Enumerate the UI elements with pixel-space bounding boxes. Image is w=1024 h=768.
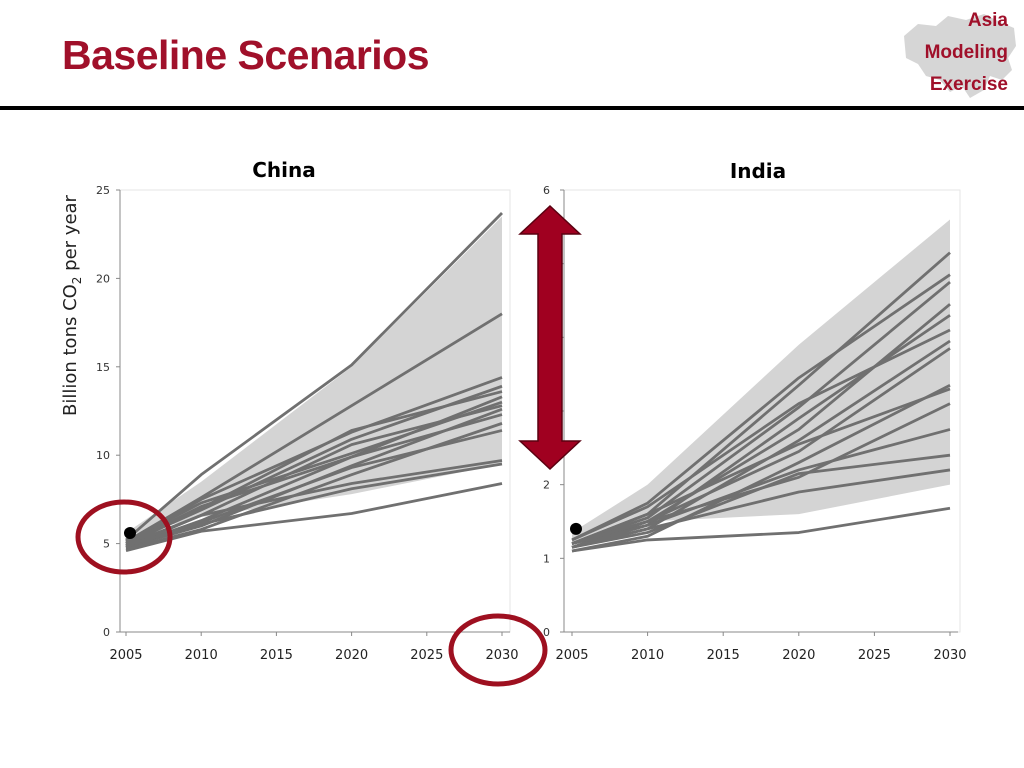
china-x-tick-label-2020: 2020 <box>335 648 368 663</box>
logo-line-exercise: Exercise <box>929 74 1008 95</box>
india-x-tick-label-2025: 2025 <box>858 648 891 663</box>
china-y-tick-label-10: 10 <box>96 449 110 462</box>
china-x-tick-label-2030: 2030 <box>485 648 518 663</box>
india-x-tick-label-2015: 2015 <box>707 648 740 663</box>
india-y-tick-label-0: 0 <box>543 626 550 639</box>
china-scenario-line-10 <box>125 413 503 545</box>
china-scenario-line-15 <box>125 482 503 553</box>
china-y-tick-label-5: 5 <box>103 538 110 551</box>
india-chart: India 0 1 2 6 2005 2010 2015 2020 2025 2030 <box>543 159 967 663</box>
india-scenario-line-10 <box>571 387 951 545</box>
china-scenario-line-13 <box>125 459 503 549</box>
circle-china-2005-point <box>75 499 173 575</box>
india-historical-2005-point <box>570 522 582 535</box>
india-scenario-line-12 <box>571 453 951 549</box>
asia-map-icon <box>904 14 1016 98</box>
india-scenario-line-13 <box>571 402 951 545</box>
india-y-tick-label-6: 6 <box>543 184 550 197</box>
india-x-tick-label-2005: 2005 <box>555 648 588 663</box>
circle-2030-tick <box>448 613 548 687</box>
india-scenario-range-band <box>572 219 950 544</box>
china-y-tick-label-20: 20 <box>96 272 110 285</box>
asia-modeling-exercise-logo: Asia Modeling Exercise <box>896 6 1020 104</box>
title-divider <box>0 106 1024 110</box>
china-y-tick-label-25: 25 <box>96 184 110 197</box>
china-y-axis-label: Billion tons CO2 per year <box>60 194 84 416</box>
china-y-tick-label-0: 0 <box>103 626 110 639</box>
india-y-tick-label-1: 1 <box>543 552 550 565</box>
logo-line-asia: Asia <box>967 10 1008 31</box>
china-y-tick-label-15: 15 <box>96 361 110 374</box>
logo-line-modeling: Modeling <box>924 42 1008 63</box>
china-x-tick-label-2010: 2010 <box>185 648 218 663</box>
china-x-tick-label-2025: 2025 <box>410 648 443 663</box>
china-chart: China Billion tons CO2 per year 0 5 10 15 20… <box>60 158 519 663</box>
india-x-tick-label-2010: 2010 <box>631 648 664 663</box>
china-historical-2005-point <box>124 526 136 539</box>
china-scenario-line-5 <box>125 390 503 547</box>
india-scenario-line-11 <box>571 428 951 549</box>
annotations-layer <box>75 204 582 687</box>
china-scenario-line-1 <box>125 211 503 542</box>
china-chart-title: China <box>252 158 316 182</box>
india-x-tick-label-2030: 2030 <box>933 648 966 663</box>
vertical-red-double-arrow <box>518 204 582 471</box>
page-title: Baseline Scenarios <box>62 32 430 78</box>
china-x-tick-label-2005: 2005 <box>109 648 142 663</box>
india-y-tick-label-2: 2 <box>543 479 550 492</box>
india-scenario-line-2 <box>571 273 951 542</box>
india-x-tick-label-2020: 2020 <box>782 648 815 663</box>
india-scenario-line-15 <box>571 506 951 553</box>
china-x-tick-label-2015: 2015 <box>260 648 293 663</box>
india-scenario-line-3 <box>571 281 951 545</box>
india-scenario-line-14 <box>571 468 951 549</box>
india-chart-title: India <box>730 159 786 183</box>
india-scenario-line-6 <box>571 328 951 542</box>
china-scenario-line-14 <box>125 462 503 547</box>
